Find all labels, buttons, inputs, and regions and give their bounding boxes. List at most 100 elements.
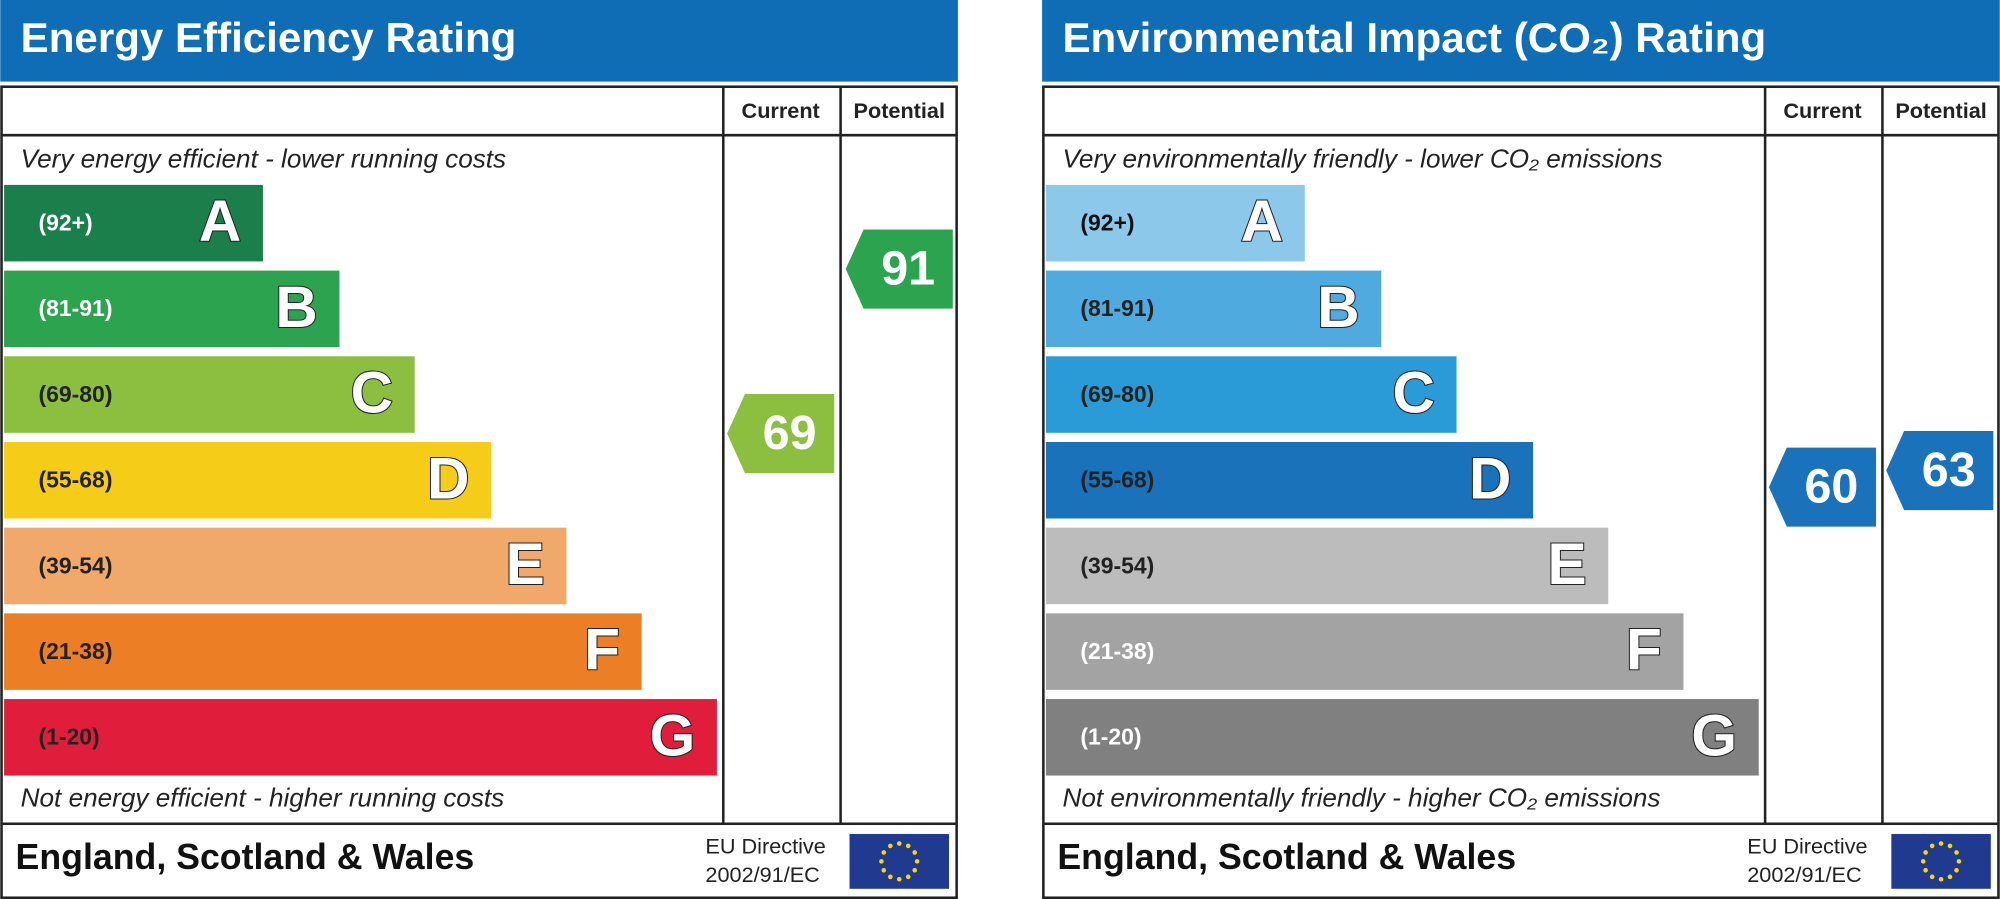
rating-band	[1045, 527, 1609, 605]
band-range: (81-91)	[1080, 295, 1154, 321]
current-rating-value: 60	[1804, 459, 1858, 513]
column-header: Current	[742, 98, 820, 123]
band-range: (55-68)	[39, 467, 113, 493]
band-range: (69-80)	[1080, 381, 1154, 407]
eu-flag-star	[879, 859, 884, 864]
eu-flag-star	[896, 841, 902, 846]
rating-panel: Energy Efficiency Rating Current Potential…	[0, 0, 958, 899]
rating-band	[4, 184, 263, 262]
band-range: (21-38)	[1080, 638, 1154, 664]
potential-rating-value: 91	[881, 241, 935, 295]
rating-band	[1045, 184, 1305, 262]
top-note: Very environmentally friendly - lower CO…	[1062, 144, 1662, 174]
footer-region: England, Scotland & Wales	[1057, 837, 1516, 877]
frame	[0, 85, 958, 899]
top-note: Very energy efficient - lower running co…	[21, 144, 506, 174]
band-range: (1-20)	[1080, 724, 1141, 750]
frame	[1042, 85, 2000, 899]
band-range: (92+)	[1080, 209, 1134, 235]
column-header: Potential	[854, 98, 945, 123]
band-letter: B	[275, 275, 317, 340]
eu-flag-star	[914, 859, 920, 864]
band-letter: G	[650, 703, 696, 768]
band-letter: G	[1691, 703, 1737, 768]
eu-flag-star	[1956, 859, 1962, 864]
current-rating-value: 69	[763, 406, 817, 460]
eu-flag-star	[1947, 874, 1953, 880]
directive-line: 2002/91/EC	[1747, 862, 1861, 887]
band-letter: F	[584, 618, 620, 683]
band-letter: B	[1317, 275, 1359, 340]
band-range: (55-68)	[1080, 467, 1154, 493]
panel-title: Environmental Impact (CO₂) Rating	[1062, 14, 1766, 61]
panel-title: Energy Efficiency Rating	[21, 14, 517, 61]
rating-band	[1045, 613, 1684, 690]
eu-flag-star	[1947, 843, 1953, 849]
eu-flag-star	[888, 874, 893, 880]
column-header: Potential	[1895, 98, 1986, 123]
footer-region: England, Scotland & Wales	[16, 837, 475, 877]
rating-band	[4, 527, 567, 605]
rating-band	[4, 441, 492, 519]
band-range: (21-38)	[39, 638, 113, 664]
eu-flag-star	[1920, 859, 1926, 864]
band-range: (69-80)	[39, 381, 113, 407]
band-letter: D	[427, 446, 469, 511]
eu-flag-star	[1938, 876, 1944, 882]
title-bar	[1042, 0, 2000, 82]
band-letter: A	[1241, 189, 1283, 254]
eu-flag	[1891, 833, 1991, 889]
rating-band	[1045, 441, 1534, 519]
directive-line: 2002/91/EC	[705, 862, 819, 887]
eu-flag-star	[881, 850, 887, 855]
rating-band	[1045, 270, 1382, 348]
band-range: (39-54)	[1080, 552, 1154, 578]
band-letter: C	[351, 361, 393, 426]
directive-line: EU Directive	[705, 834, 825, 859]
band-range: (81-91)	[39, 295, 113, 321]
eu-flag-star	[1923, 868, 1928, 873]
rating-band	[4, 356, 415, 433]
current-rating-arrow	[727, 394, 835, 474]
current-rating-arrow	[1768, 447, 1877, 527]
eu-flag-star	[905, 843, 911, 849]
eu-flag-star	[1929, 843, 1935, 849]
band-letter: D	[1469, 446, 1511, 511]
band-range: (39-54)	[39, 552, 113, 578]
eu-flag-star	[1938, 841, 1944, 846]
column-header: Current	[1783, 98, 1861, 123]
rating-band	[1045, 356, 1457, 433]
band-letter: E	[506, 532, 545, 597]
bottom-note: Not environmentally friendly - higher CO…	[1062, 782, 1660, 812]
eu-flag-star	[881, 868, 887, 873]
band-range: (92+)	[39, 209, 93, 235]
band-range: (1-20)	[39, 724, 100, 750]
potential-rating-arrow	[845, 229, 953, 309]
eu-flag-star	[1954, 868, 1959, 873]
potential-rating-value: 63	[1922, 443, 1976, 497]
rating-band	[4, 613, 642, 690]
eu-flag-star	[1954, 850, 1959, 855]
eu-flag-star	[896, 876, 902, 882]
eu-flag-star	[912, 850, 918, 855]
eu-flag-star	[1929, 874, 1935, 880]
band-letter: C	[1392, 361, 1434, 426]
directive-line: EU Directive	[1747, 834, 1867, 859]
band-letter: A	[199, 189, 241, 254]
rating-panel: Environmental Impact (CO₂) Rating Current…	[1042, 0, 2000, 899]
band-letter: F	[1626, 618, 1662, 683]
bottom-note: Not energy efficient - higher running co…	[21, 782, 505, 812]
title-bar	[0, 0, 958, 82]
eu-flag	[849, 833, 949, 889]
eu-flag-star	[905, 874, 911, 880]
potential-rating-arrow	[1886, 431, 1994, 511]
rating-band	[4, 699, 717, 776]
eu-flag-star	[888, 843, 893, 849]
rating-band	[1045, 699, 1759, 776]
eu-flag-star	[1923, 850, 1928, 855]
eu-flag-star	[912, 868, 918, 873]
rating-band	[4, 270, 340, 348]
band-letter: E	[1547, 532, 1586, 597]
